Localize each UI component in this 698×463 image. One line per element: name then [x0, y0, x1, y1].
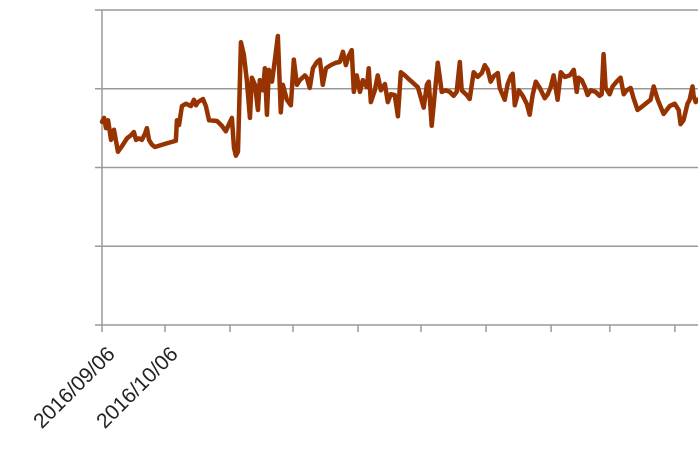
data-line [99, 33, 698, 158]
